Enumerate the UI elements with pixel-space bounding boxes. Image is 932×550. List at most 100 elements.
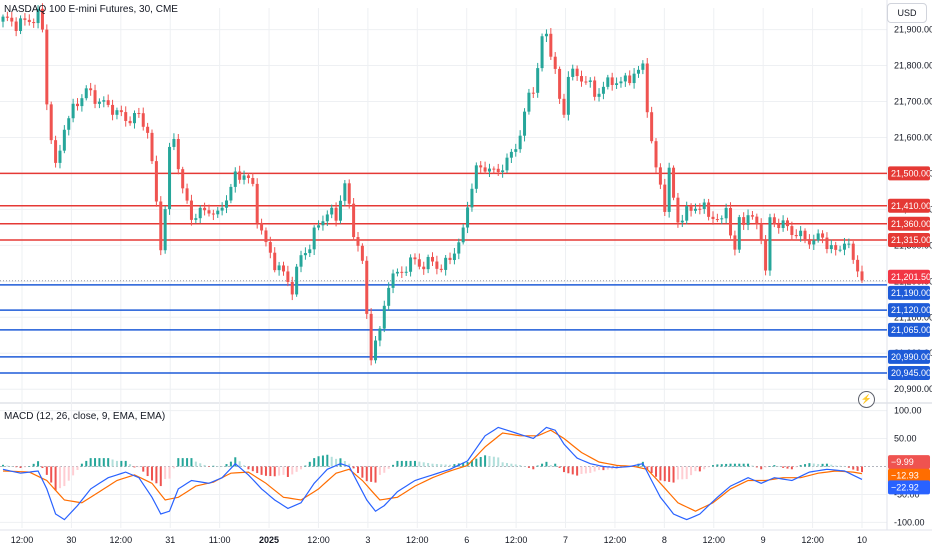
candle-body: [404, 271, 408, 273]
candle-body: [523, 111, 527, 136]
macd-histogram-bar: [251, 466, 254, 472]
resistance-price-tag[interactable]: [888, 198, 930, 213]
support-price-tag[interactable]: [888, 349, 930, 364]
macd-histogram-bar: [733, 463, 736, 467]
macd-histogram-bar: [409, 460, 412, 467]
resistance-price-tag-label: 21,500.00: [891, 168, 931, 178]
candle-body: [325, 214, 329, 222]
candle-body: [128, 120, 132, 124]
support-price-tag[interactable]: [888, 366, 930, 381]
candle-body: [360, 245, 364, 261]
resistance-price-tag[interactable]: [888, 232, 930, 247]
macd-histogram-bar: [76, 466, 79, 470]
candle-body: [606, 77, 610, 87]
support-price-tag-label: 20,945.00: [891, 368, 931, 378]
resistance-price-tag-label: 21,360.00: [891, 219, 931, 229]
candle-body: [374, 340, 378, 361]
candle-body: [19, 18, 23, 31]
macd-histogram-bar: [194, 461, 197, 467]
macd-histogram-bar: [137, 466, 140, 468]
candle-body: [260, 222, 264, 231]
macd-histogram-bar: [698, 466, 701, 472]
macd-histogram-bar: [742, 463, 745, 467]
macd-histogram-bar: [264, 466, 267, 476]
last-price-tag[interactable]: [888, 269, 930, 284]
candle-body: [588, 80, 592, 82]
candle-body: [698, 208, 702, 210]
macd-histogram-bar: [532, 466, 535, 470]
support-price-tag[interactable]: [888, 303, 930, 318]
price-tick-label: 21,700.00: [894, 97, 932, 107]
candle-body: [207, 210, 211, 214]
candle-body: [856, 259, 860, 272]
macd-histogram-bar: [707, 466, 710, 468]
candle-body: [93, 90, 97, 104]
support-price-tag-label: 21,190.00: [891, 288, 931, 298]
macd-histogram-bar: [321, 455, 324, 467]
histogram-value-tag[interactable]: [888, 455, 930, 470]
candle-body: [369, 313, 373, 361]
candle-body: [829, 245, 833, 250]
macd-histogram-bar: [847, 466, 850, 468]
candle-body: [382, 305, 386, 329]
macd-histogram-bar: [400, 460, 403, 467]
support-price-tag[interactable]: [888, 322, 930, 337]
macd-histogram-bar: [238, 461, 241, 467]
candle-body: [150, 132, 154, 162]
macd-histogram-bar: [405, 460, 408, 467]
support-price-tag[interactable]: [888, 285, 930, 300]
candle-body: [764, 240, 768, 271]
resistance-price-tag[interactable]: [888, 166, 930, 181]
macd-histogram-bar: [812, 463, 815, 467]
time-tick-label: 12:00: [307, 535, 330, 545]
macd-histogram-bar: [335, 458, 338, 467]
macd-histogram-bar: [317, 456, 320, 467]
signal-value-tag[interactable]: [888, 468, 930, 483]
lightning-icon[interactable]: ⚡: [858, 391, 875, 408]
macd-histogram-bar: [282, 466, 285, 475]
candle-body: [680, 220, 684, 223]
candle-body: [36, 8, 40, 24]
macd-histogram-bar: [440, 464, 443, 467]
macd-histogram-bar: [523, 466, 526, 467]
macd-histogram-bar: [212, 465, 215, 467]
macd-histogram-bar: [124, 460, 127, 467]
macd-histogram-bar: [852, 466, 855, 470]
macd-value-tag[interactable]: [888, 480, 930, 495]
macd-histogram-bar: [181, 458, 184, 467]
candle-body: [584, 81, 588, 83]
candle-body: [807, 239, 811, 245]
candle-body: [781, 220, 785, 229]
macd-histogram-bar: [506, 463, 509, 467]
candle-body: [777, 224, 781, 229]
price-tick-label: 21,800.00: [894, 61, 932, 71]
candle-body: [628, 75, 632, 84]
time-tick-label: 31: [165, 535, 175, 545]
macd-value-tag-label: −22.92: [891, 482, 919, 492]
time-tick-label: 12:00: [801, 535, 824, 545]
resistance-price-tag[interactable]: [888, 216, 930, 231]
candle-body: [838, 249, 842, 251]
currency-button[interactable]: USD: [887, 3, 927, 23]
candle-body: [658, 167, 662, 185]
macd-histogram-bar: [558, 466, 561, 468]
macd-histogram-bar: [418, 461, 421, 467]
macd-histogram-bar: [304, 465, 307, 467]
macd-histogram-bar: [115, 460, 118, 467]
macd-histogram-bar: [834, 465, 837, 467]
macd-histogram-bar: [839, 465, 842, 467]
macd-histogram-bar: [94, 458, 97, 467]
candle-body: [334, 207, 338, 221]
candle-body: [225, 200, 229, 208]
macd-tick-label: -50.00: [894, 489, 920, 499]
support-price-tag-label: 21,120.00: [891, 305, 931, 315]
grid: [0, 0, 932, 531]
candle-body: [645, 63, 649, 113]
candle-body: [303, 253, 307, 256]
macd-histogram-bar: [216, 466, 219, 467]
candle-body: [685, 206, 689, 221]
macd-histogram-bar: [576, 466, 579, 476]
time-tick-label: 7: [563, 535, 568, 545]
macd-histogram-bar: [510, 463, 513, 467]
